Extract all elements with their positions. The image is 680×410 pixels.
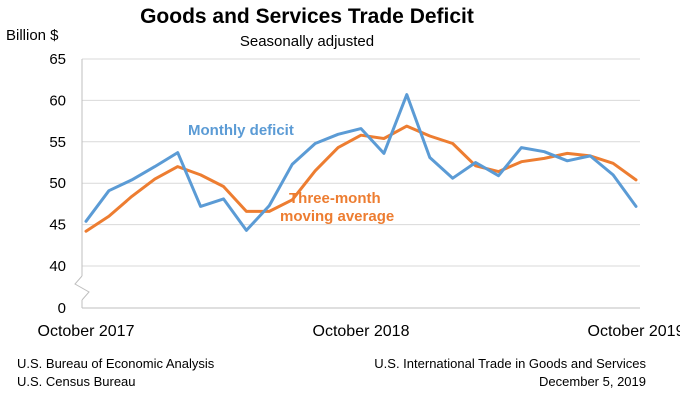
chart-subtitle: Seasonally adjusted (240, 33, 374, 50)
footer-report-date: December 5, 2019 (539, 374, 646, 389)
y-tick-label-50: 50 (49, 175, 66, 192)
gridlines (82, 58, 640, 267)
three-month-annotation-line1: Three-month (289, 190, 381, 207)
series-line-three-month-average (84, 124, 638, 233)
x-tick-label-12: October 2018 (313, 323, 410, 340)
three-month-annotation-line2: moving average (280, 208, 394, 225)
y-tick-label-65: 65 (49, 51, 66, 68)
y-tick-labels: 0 40 45 50 55 60 65 (49, 51, 66, 317)
axis-break-marker (74, 275, 90, 301)
x-tick-label-0: October 2017 (38, 323, 135, 340)
monthly-deficit-annotation: Monthly deficit (188, 122, 294, 139)
footer-source-bea: U.S. Bureau of Economic Analysis (17, 356, 215, 371)
y-tick-label-60: 60 (49, 92, 66, 109)
footer-source-census: U.S. Census Bureau (17, 374, 136, 389)
y-tick-label-40: 40 (49, 258, 66, 275)
series-lines (84, 93, 638, 233)
x-tick-label-24: October 2019 (588, 323, 680, 340)
x-tick-labels: October 2017 October 2018 October 2019 (38, 323, 680, 340)
footer-report-title: U.S. International Trade in Goods and Se… (374, 356, 646, 371)
axes (74, 59, 640, 309)
chart-title: Goods and Services Trade Deficit (140, 5, 474, 28)
series-line-monthly-deficit (84, 93, 638, 232)
y-axis-label: Billion $ (6, 27, 59, 44)
y-tick-label-0: 0 (58, 300, 66, 317)
y-tick-label-45: 45 (49, 217, 66, 234)
y-tick-label-55: 55 (49, 134, 66, 151)
